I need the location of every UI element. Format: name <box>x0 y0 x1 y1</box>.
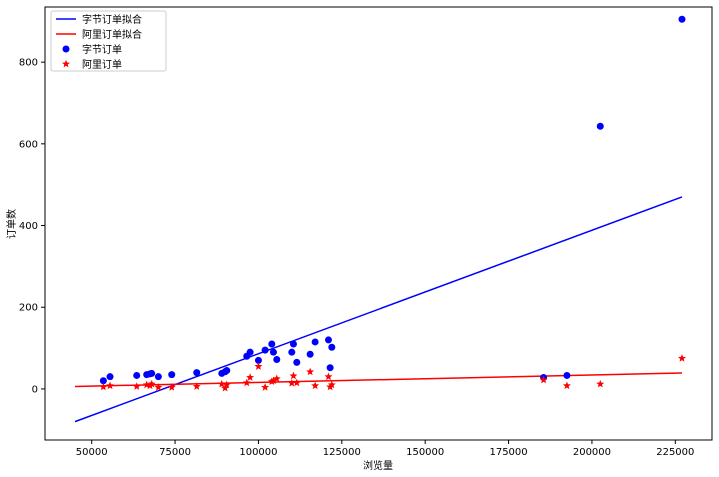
y-tick-label: 0 <box>32 384 38 395</box>
data-point-star <box>132 382 141 390</box>
data-point-star <box>192 382 201 390</box>
legend-label: 阿里订单 <box>82 59 122 71</box>
data-point-circle <box>168 371 176 379</box>
legend: 字节订单拟合 阿里订单拟合 字节订单 阿里订单 <box>50 10 167 72</box>
data-point-circle <box>268 340 276 348</box>
legend-swatch-blue-circle <box>62 45 70 53</box>
data-point-star <box>327 380 336 389</box>
data-point-star <box>106 381 115 390</box>
data-point-circle <box>133 371 141 379</box>
plot-area <box>74 15 686 423</box>
data-point-star <box>539 375 548 384</box>
data-point-star <box>154 383 163 391</box>
data-point-circle <box>148 369 156 377</box>
data-point-star <box>287 379 296 387</box>
data-point-circle <box>106 373 114 381</box>
data-point-circle <box>563 371 571 379</box>
x-tick-label: 200000 <box>573 447 611 458</box>
data-point-circle <box>269 348 277 356</box>
y-tick-label: 800 <box>19 58 38 69</box>
y-tick-label: 400 <box>19 221 38 232</box>
data-point-star <box>272 374 281 383</box>
data-point-star <box>289 371 298 380</box>
data-point-star <box>217 379 226 388</box>
legend-label: 字节订单 <box>82 43 122 56</box>
data-point-circle <box>596 122 604 130</box>
data-point-circle <box>326 364 334 372</box>
data-point-star <box>324 372 333 381</box>
x-tick-label: 100000 <box>239 447 277 458</box>
legend-box <box>50 10 167 72</box>
data-point-star <box>269 376 278 385</box>
data-point-star <box>562 381 571 390</box>
y-axis: 0 200 400 600 800 <box>19 58 45 395</box>
y-tick-label: 200 <box>19 303 38 314</box>
x-tick-label: 150000 <box>406 447 444 458</box>
data-point-star <box>677 354 686 362</box>
x-axis: 50000 75000 100000 125000 150000 175000 200000… <box>76 440 694 458</box>
data-point-star <box>242 378 251 387</box>
data-point-circle <box>273 356 281 364</box>
x-axis-label: 浏览量 <box>363 459 393 472</box>
x-tick-label: 50000 <box>76 447 108 458</box>
data-point-circle <box>289 340 297 348</box>
data-point-star <box>99 382 108 391</box>
y-tick-label: 600 <box>19 139 38 150</box>
data-point-circle <box>246 348 254 356</box>
x-tick-label: 125000 <box>323 447 361 458</box>
data-point-star <box>292 378 301 387</box>
data-point-circle <box>328 343 336 351</box>
data-point-circle <box>311 338 319 346</box>
data-point-star <box>246 373 255 381</box>
data-point-circle <box>288 348 296 356</box>
data-point-circle <box>154 373 162 381</box>
data-point-star <box>311 381 320 390</box>
data-point-circle <box>293 358 301 366</box>
data-point-circle <box>324 336 332 344</box>
fit-line <box>74 196 683 423</box>
data-point-circle <box>261 346 269 354</box>
x-tick-label: 175000 <box>489 447 527 458</box>
data-point-star <box>254 362 263 370</box>
data-point-star <box>596 379 605 388</box>
data-point-circle <box>99 377 107 385</box>
y-axis-label: 订单数 <box>5 209 18 239</box>
data-point-circle <box>678 15 686 23</box>
data-point-circle <box>254 356 262 364</box>
data-point-star <box>167 383 176 391</box>
data-point-star <box>261 383 270 391</box>
data-point-star <box>147 379 156 388</box>
x-tick-label: 75000 <box>159 447 191 458</box>
data-point-circle <box>223 367 231 375</box>
plot-frame <box>44 6 713 441</box>
legend-label: 字节订单拟合 <box>82 13 142 26</box>
legend-swatch-red-star <box>62 59 70 68</box>
data-point-circle <box>306 350 314 358</box>
x-tick-label: 225000 <box>656 447 694 458</box>
legend-label: 阿里订单拟合 <box>82 28 142 41</box>
data-point-star <box>222 380 231 389</box>
data-point-circle <box>193 369 201 377</box>
fit-line <box>74 372 683 388</box>
data-point-star <box>306 367 315 376</box>
